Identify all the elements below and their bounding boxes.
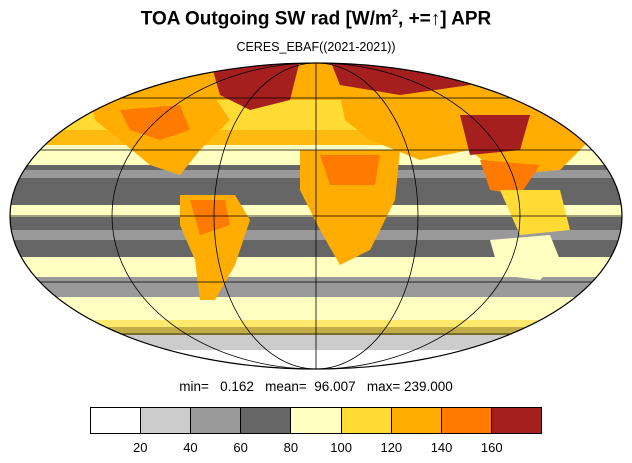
world-map [9, 62, 623, 370]
map-subtitle: CERES_EBAF((2021-2021)) [236, 40, 396, 54]
colorbar-box [241, 408, 292, 433]
title-superscript: 2 [391, 8, 399, 20]
title-text-middle: , += [398, 8, 431, 30]
colorbar-box [441, 408, 492, 433]
title-text-end: ] APR [440, 8, 492, 30]
colorbar-tick-label: 100 [330, 440, 352, 455]
colorbar-box [141, 408, 192, 433]
up-arrow-icon: ↑ [430, 8, 441, 30]
stats-summary: min= 0.162 mean= 96.007 max= 239.000 [179, 379, 453, 394]
greenland-region [210, 63, 300, 110]
colorbar-box [91, 408, 142, 433]
colorbar-tick-label: 140 [430, 440, 453, 455]
colorbar-tick-label: 60 [233, 440, 248, 455]
colorbar-tick-label: 160 [480, 440, 503, 455]
title-text: TOA Outgoing SW rad [W/m [140, 8, 392, 30]
colorbar-labels: 20 40 60 80 100 120 140 160 [90, 440, 542, 456]
colorbar-box [391, 408, 442, 433]
colorbar-tick-label: 80 [283, 440, 299, 455]
colorbar-box [491, 408, 541, 433]
colorbar-tick-label: 20 [132, 440, 148, 455]
colorbar-box [341, 408, 392, 433]
map-title: TOA Outgoing SW rad [W/m2, +=↑] APR [0, 8, 632, 30]
colorbar [90, 407, 542, 434]
colorbar-box [291, 408, 342, 433]
colorbar-tick-label: 40 [183, 440, 198, 455]
colorbar-box [191, 408, 242, 433]
colorbar-tick-label: 120 [380, 440, 403, 455]
graticule [9, 62, 623, 370]
